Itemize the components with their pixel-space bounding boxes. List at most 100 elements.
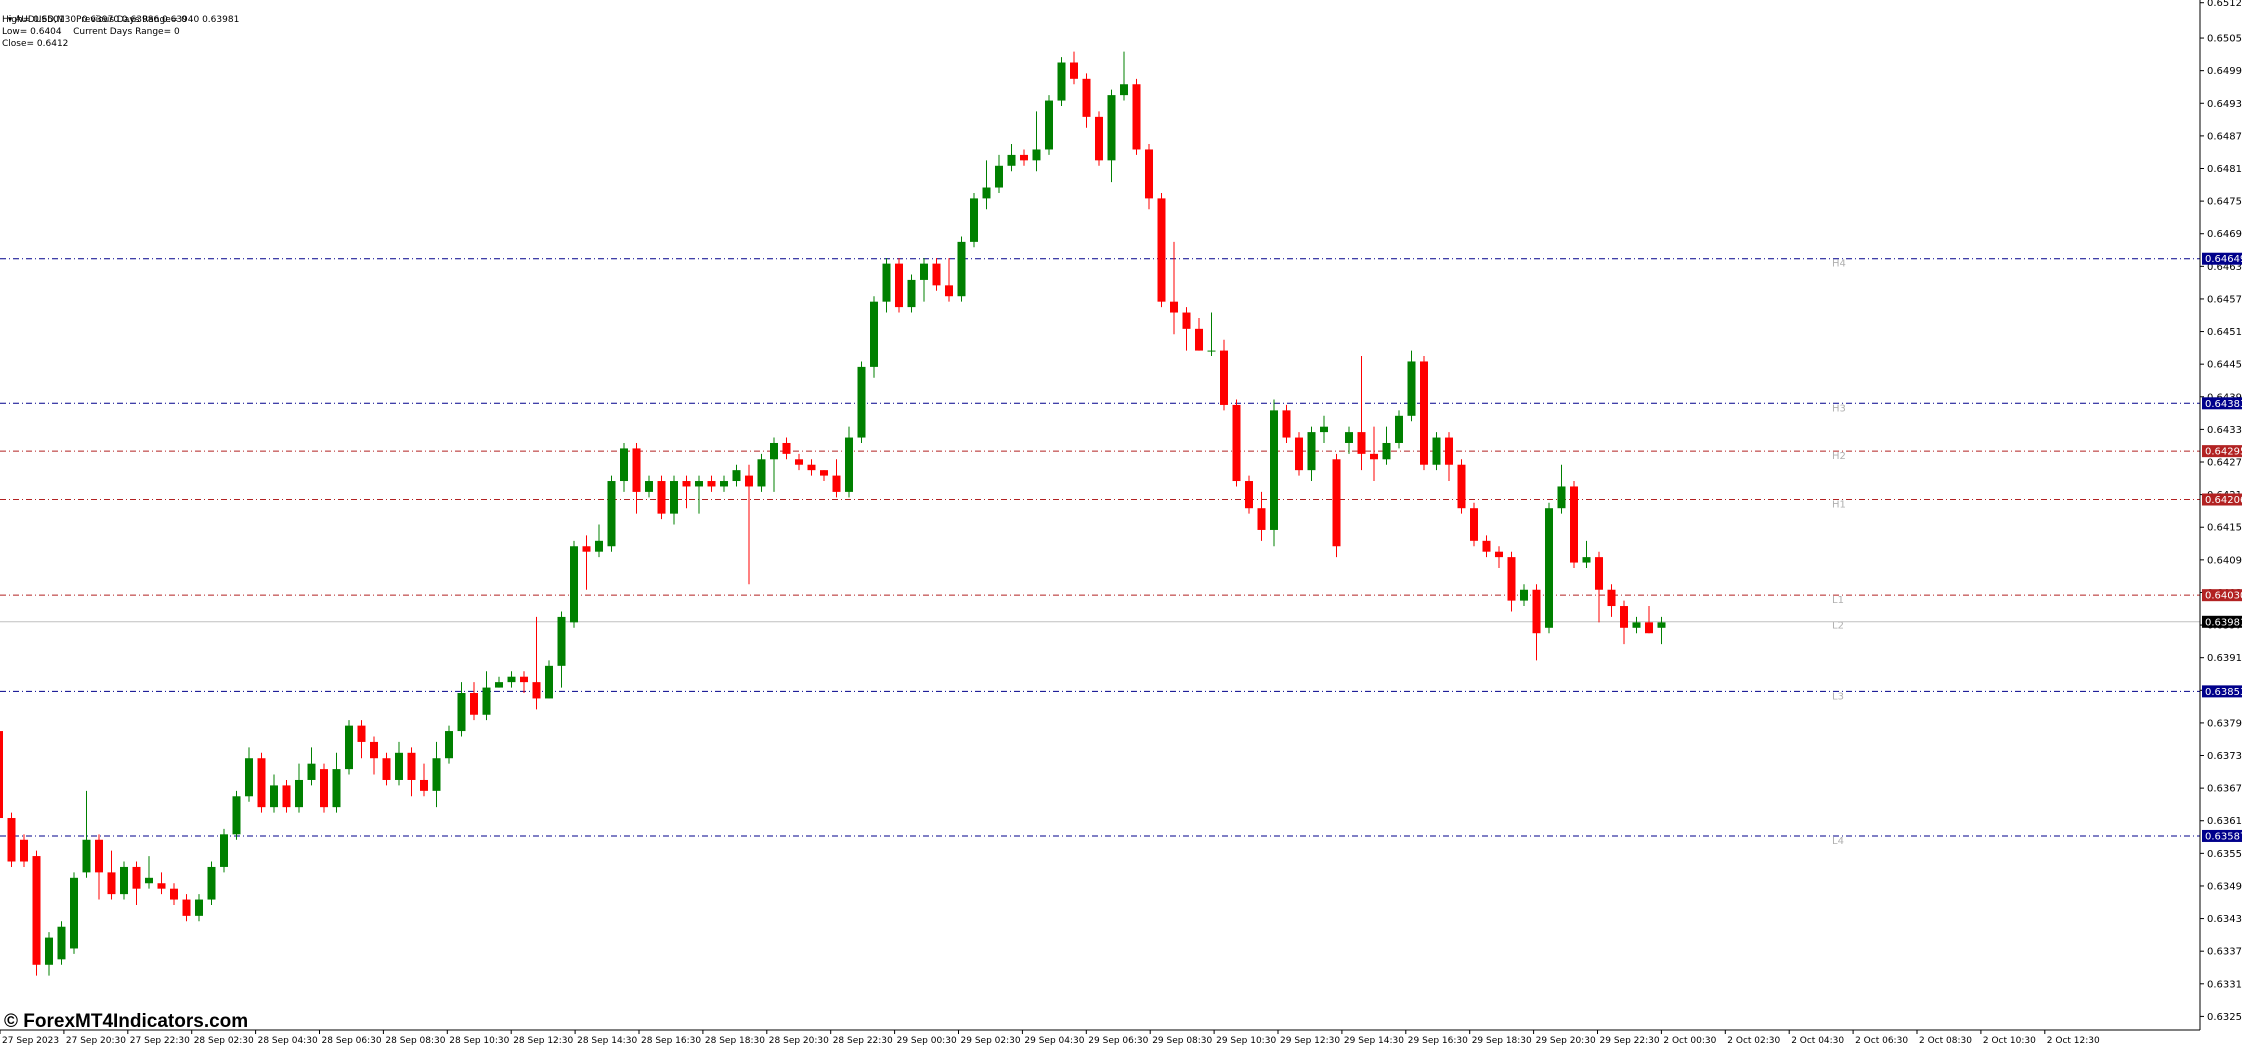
bullish-candle [295,763,303,813]
time-tick-label: 29 Sep 18:30 [1472,1036,1532,1046]
candle-body [695,481,703,487]
candle-body [782,442,791,454]
candle-body [170,888,178,900]
candle-body [245,758,253,797]
bullish-candle [882,258,891,313]
bearish-candle [1620,600,1628,645]
candle-body [1107,95,1116,161]
level-price-tag [2202,829,2242,842]
time-tick-label: 28 Sep 06:30 [322,1036,382,1046]
bearish-candle [1145,144,1153,210]
candle-body [120,866,128,895]
bearish-candle [470,682,478,721]
bearish-candle [420,763,428,797]
bearish-candle [282,779,291,813]
candle-body [1457,464,1466,509]
candle-body [1245,481,1253,509]
candle-body [532,682,541,699]
candle-body [945,285,953,297]
time-tick-label: 28 Sep 12:30 [513,1036,573,1046]
level-price-tag [2202,493,2242,506]
bearish-candle [1195,317,1203,351]
time-tick-label: 2 Oct 08:30 [1919,1036,1972,1046]
bearish-candle [807,459,816,476]
candle-body [1082,78,1091,117]
candle-body [957,241,966,297]
candle-body [995,165,1003,188]
candle-body [657,481,666,514]
collapse-arrow-icon[interactable]: ▾ [7,15,13,25]
candle-body [507,676,516,683]
candle-body [645,481,653,492]
bullish-candle [1382,426,1391,465]
candle-body [82,839,91,873]
pivot-level-name: H4 [1832,259,1846,270]
bearish-candle [1182,307,1191,351]
bullish-candle [120,861,128,900]
bullish-candle [1045,95,1053,155]
candle-body [132,866,141,889]
candle-body [1645,622,1653,634]
level-price-label: 0.64649 [2205,254,2242,265]
bullish-candle [457,682,466,737]
bearish-candle [1570,481,1578,568]
candle-body [270,785,278,808]
time-tick-label: 29 Sep 20:30 [1536,1036,1596,1046]
candle-body [195,899,203,916]
candle-body [1195,328,1203,351]
bullish-candle [995,154,1003,193]
bullish-candle [507,671,516,688]
candle-body [1332,459,1341,547]
candle-body [1070,62,1078,79]
bullish-candle [1657,616,1666,645]
candle-body [432,758,441,791]
time-tick-label: 28 Sep 22:30 [833,1036,893,1046]
candle-body [1470,508,1478,541]
price-tick-label: 0.65055 [2207,34,2242,45]
candle-body [1057,62,1066,101]
bullish-candle [57,921,66,965]
candle-body [595,540,603,552]
bearish-candle [782,437,791,460]
bullish-candle [982,160,991,210]
price-tick-label: 0.63735 [2207,751,2242,762]
close-line: Close= 0.6412 [2,39,69,49]
bullish-candle [607,475,616,552]
candle-body [682,481,691,487]
candle-body [420,779,428,791]
candle-body [370,741,378,759]
bearish-candle [382,752,391,786]
pivot-level-name: H1 [1832,500,1846,511]
time-tick-label: 29 Sep 04:30 [1024,1036,1084,1046]
candle-body [1120,84,1128,96]
level-price-tag [2202,685,2242,698]
bullish-candle [195,894,203,922]
candle-body [1582,557,1591,563]
time-tick-label: 28 Sep 08:30 [385,1036,445,1046]
candle-body [1420,361,1428,465]
candle-body [1007,154,1016,166]
candle-body [907,279,916,308]
high-line: High= 0.6501 [2,15,65,25]
bearish-candle [1245,475,1253,514]
price-tick-label: 0.64275 [2207,458,2242,469]
bearish-candle [682,475,691,509]
bearish-candle [1420,356,1428,471]
bearish-candle [1645,606,1653,634]
candle-body [407,752,416,780]
price-tick-label: 0.64995 [2207,66,2242,77]
bearish-candle [1595,551,1603,623]
candle-body [757,459,766,487]
candle-body [1607,589,1616,607]
bullish-candle [482,671,491,721]
bearish-candle [370,736,378,775]
price-tick-label: 0.64515 [2207,327,2242,338]
candle-body [970,198,978,242]
bullish-candle [732,464,741,487]
bullish-candle [970,192,978,248]
candle-body [920,263,928,280]
bearish-candle [1295,432,1303,476]
price-tick-label: 0.64635 [2207,262,2242,273]
candle-body [7,818,16,862]
